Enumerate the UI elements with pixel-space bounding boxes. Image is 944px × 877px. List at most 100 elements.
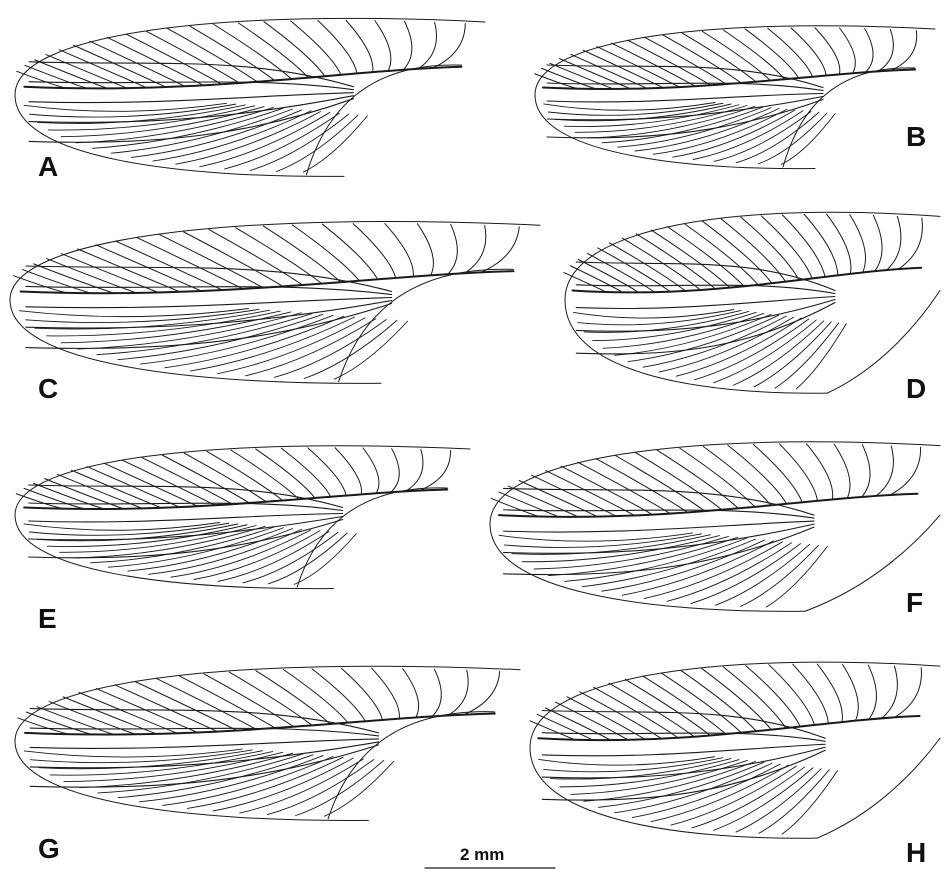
longitudinal-vein [576,297,835,309]
main-vein [24,67,461,89]
costal-vein [341,668,382,720]
costal-vein [587,253,654,292]
costal-vein [535,74,579,89]
costal-vein [612,43,696,86]
panel-label: H [906,837,926,868]
costal-vein [625,679,710,735]
longitudinal-vein [26,301,392,329]
wing-base [817,738,940,838]
costal-vein [116,241,223,290]
posterior-vein [296,760,384,815]
costal-vein [769,665,815,725]
posterior-vein [667,543,791,602]
costal-vein [291,21,342,75]
costal-vein [464,671,500,714]
costal-vein [876,446,893,496]
panel-label: D [906,373,926,404]
costal-vein [335,448,361,495]
costal-vein [702,221,772,283]
costal-vein [596,459,688,513]
costal-vein [663,35,741,83]
costal-vein [580,692,662,739]
costal-vein [564,273,606,293]
costal-vein [628,40,711,85]
costal-vein [667,227,744,287]
posterior-vein [754,322,831,387]
costal-vein [104,463,197,506]
longitudinal-vein [504,521,815,532]
costal-vein [283,670,347,723]
costal-vein [405,449,423,491]
costal-vein [508,486,578,517]
panel-label: F [906,587,923,618]
costal-vein [651,230,730,288]
panel-label: C [38,373,58,404]
panel-label: B [906,121,926,152]
costal-vein [868,665,876,719]
costal-vein [256,449,315,498]
main-vein [24,490,447,510]
costal-vein [372,668,400,718]
wing-drawing [535,26,935,169]
main-vein [538,716,919,740]
costal-vein [16,494,65,509]
longitudinal-vein [26,304,392,349]
costal-vein [636,234,715,289]
posterior-vein [714,320,817,383]
wing-drawing [564,212,940,393]
costal-vein [18,718,71,734]
costal-vein [703,447,770,506]
costal-vein [556,702,628,740]
costal-vein [746,666,801,727]
posterior-vein [692,767,805,828]
posterior-vein [304,320,397,378]
costal-vein [817,664,842,722]
posterior-vein [736,769,821,832]
costal-vein [308,448,346,496]
costal-vein [135,682,237,731]
posterior-vein [268,533,347,584]
costal-vein [264,22,325,76]
costal-vein [107,37,203,85]
costal-vein [385,224,414,277]
costal-vein [420,451,451,491]
costal-vein [842,664,858,720]
costal-vein [375,21,391,71]
posterior-vein [758,113,827,164]
costal-vein [873,215,882,271]
costal-vein [745,29,799,78]
costal-vein [263,226,340,282]
longitudinal-vein [547,94,823,102]
costal-vein [827,214,851,274]
posterior-vein [277,115,359,172]
costal-vein [403,21,412,70]
costal-vein [448,224,458,274]
longitudinal-vein [26,298,392,308]
costal-vein [35,60,108,89]
costal-vein [318,20,357,73]
longitudinal-vein [542,744,825,756]
costal-vein [13,276,68,293]
costal-vein [609,683,694,737]
costal-vein [491,498,539,516]
panel-label: G [38,833,60,864]
page: 2 mm ABCDEFGH (() => { const data = JSON… [0,0,944,872]
scale-label: 2 mm [460,845,504,864]
costal-vein [184,232,283,287]
costal-vein [815,28,840,75]
costal-vein [126,34,221,84]
panel-label: E [38,603,57,634]
costal-vein [448,670,468,715]
costal-vein [78,249,180,292]
costal-vein [17,71,67,88]
costal-vein [432,669,441,716]
posterior-vein [560,760,739,787]
costal-vein [761,216,812,279]
posterior-vein [194,531,320,580]
costal-vein [645,37,726,84]
costal-vein [728,445,787,504]
costal-vein [115,685,217,732]
wing-drawing [10,222,540,384]
costal-vein [578,462,671,513]
costal-vein [609,243,685,291]
